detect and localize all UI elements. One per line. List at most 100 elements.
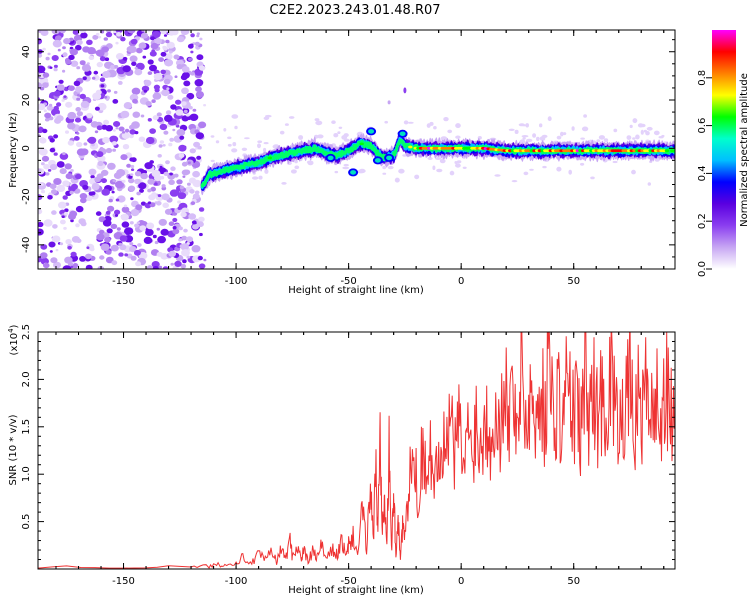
noise-blob (189, 189, 195, 194)
haze-blob (581, 126, 589, 132)
noise-blob (80, 100, 90, 109)
noise-blob (38, 148, 48, 156)
noise-blob (62, 195, 68, 200)
noise-blob (38, 228, 44, 236)
noise-blob (38, 103, 46, 111)
noise-blob (153, 73, 163, 81)
noise-blob (140, 172, 148, 180)
noise-blob (102, 136, 110, 144)
noise-blob (62, 265, 72, 269)
noise-blob (105, 125, 113, 132)
noise-blob (86, 112, 93, 119)
noise-blob (181, 161, 188, 167)
noise-blob (159, 140, 165, 144)
noise-blob (47, 169, 52, 172)
noise-blob (143, 89, 148, 93)
noise-blob (65, 130, 69, 134)
spectrogram-x-label: Height of straight line (km) (288, 285, 424, 296)
spectrogram-frame (37, 29, 676, 270)
noise-blob (189, 43, 194, 47)
snr-y-multiplier: (x104) (7, 324, 20, 355)
noise-blob (115, 198, 120, 202)
noise-blob (164, 114, 173, 122)
haze-blob (394, 177, 400, 183)
haze-blob (632, 137, 636, 140)
noise-blob (38, 53, 43, 58)
noise-blob (76, 97, 81, 101)
noise-blob (130, 255, 137, 261)
side-blob-core (386, 155, 393, 161)
haze-blob (234, 125, 238, 130)
noise-blob (131, 87, 141, 95)
side-blob-core (374, 158, 381, 163)
haze-blob (342, 166, 350, 170)
noise-blob (129, 242, 134, 246)
haze-blob (455, 123, 461, 129)
noise-blob (181, 72, 190, 79)
noise-blob (80, 197, 87, 204)
noise-blob (121, 132, 130, 139)
noise-blob (161, 184, 166, 188)
noise-blob (53, 178, 62, 185)
noise-blob (194, 190, 200, 195)
noise-blob (140, 201, 146, 206)
noise-blob (53, 261, 61, 269)
y-tick-label: 0 (21, 145, 32, 151)
colorbar-tick-label: 0.2 (697, 213, 708, 229)
noise-blob (160, 69, 166, 75)
noise-blob (71, 236, 80, 243)
noise-blob (95, 211, 102, 216)
noise-blob (115, 53, 124, 60)
noise-blob (39, 137, 47, 144)
haze-blob (653, 130, 660, 136)
haze-blob (603, 138, 609, 143)
haze-blob (580, 137, 585, 140)
noise-blob (49, 138, 55, 143)
x-tick-label: 0 (458, 576, 464, 587)
noise-blob (51, 189, 57, 195)
noise-blob (163, 171, 169, 176)
noise-blob (121, 179, 126, 183)
noise-blob (101, 46, 109, 53)
haze-blob (333, 133, 339, 138)
noise-blob (129, 157, 135, 162)
colorbar-tick-label: 0.6 (697, 118, 708, 134)
noise-blob (147, 201, 152, 205)
noise-blob (191, 220, 197, 225)
noise-blob (82, 76, 87, 81)
noise-blob (86, 39, 93, 45)
noise-blob (130, 197, 134, 201)
haze-blob (242, 153, 247, 157)
noise-blob (162, 202, 169, 209)
noise-blob (58, 201, 67, 209)
noise-blob (161, 193, 170, 201)
noise-blob (140, 32, 149, 39)
noise-blob (90, 175, 95, 179)
haze-blob (532, 133, 537, 138)
noise-blob (198, 207, 205, 212)
noise-blob (186, 115, 192, 121)
noise-blob (136, 221, 141, 225)
noise-blob (131, 168, 135, 171)
haze-blob (258, 175, 263, 180)
noise-blob (128, 177, 135, 184)
spectrogram-y-ticks: -40 -20 0 20 40 (21, 30, 675, 270)
noise-blob (130, 209, 140, 217)
noise-blob (192, 108, 197, 112)
noise-blob (186, 92, 195, 100)
haze-blob (288, 116, 295, 119)
haze-blob (244, 137, 250, 140)
haze-blob (529, 168, 534, 171)
noise-blob (96, 173, 104, 180)
haze-blob (526, 138, 533, 143)
haze-blob (257, 143, 261, 149)
haze-blob (436, 168, 443, 173)
noise-blob (187, 161, 191, 164)
noise-blob (130, 164, 135, 169)
haze-blob (382, 165, 387, 170)
noise-blob (115, 41, 119, 45)
noise-blob (99, 229, 105, 235)
noise-blob (186, 255, 191, 259)
haze-blob (612, 160, 618, 164)
noise-blob (138, 136, 146, 142)
